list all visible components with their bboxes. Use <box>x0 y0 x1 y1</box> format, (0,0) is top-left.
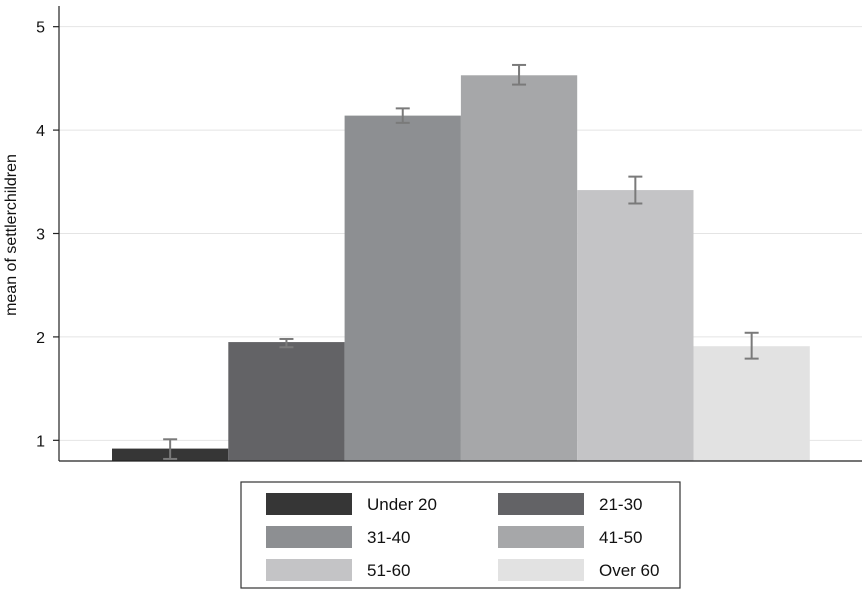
legend-label: 51-60 <box>367 561 410 580</box>
legend-label: Over 60 <box>599 561 659 580</box>
y-tick-label: 3 <box>36 227 45 244</box>
legend: Under 20 21-30 31-40 41-50 51-60 Over 60 <box>240 481 681 589</box>
legend-swatch <box>266 559 352 581</box>
error-bar <box>163 438 178 460</box>
error-bar <box>512 63 527 86</box>
error-bars <box>163 63 759 460</box>
legend-item: 21-30 <box>498 493 642 515</box>
error-bar <box>628 175 643 205</box>
y-axis-title: mean of settlerchildren <box>3 154 20 316</box>
legend-label: 31-40 <box>367 528 410 547</box>
legend-label: 41-50 <box>599 528 642 547</box>
legend-item: 41-50 <box>498 526 642 548</box>
y-tick-label: 1 <box>36 433 45 450</box>
legend-label: 21-30 <box>599 495 642 514</box>
legend-item: Over 60 <box>498 559 659 581</box>
bar-31-40 <box>344 115 461 461</box>
legend-item: 31-40 <box>266 526 410 548</box>
axes: 1 2 3 4 5 <box>36 6 862 462</box>
bar-21-30 <box>228 342 345 461</box>
legend-swatch <box>266 526 352 548</box>
legend-swatch <box>498 559 584 581</box>
y-tick-label: 2 <box>36 330 45 347</box>
error-bar <box>744 331 759 360</box>
legend-item: Under 20 <box>266 493 437 515</box>
bars <box>112 75 810 461</box>
legend-swatch <box>498 526 584 548</box>
error-bar <box>395 107 410 124</box>
legend-label: Under 20 <box>367 495 437 514</box>
legend-item: 51-60 <box>266 559 410 581</box>
error-bar <box>279 337 294 349</box>
y-tick-label: 4 <box>36 123 45 140</box>
legend-swatch <box>498 493 584 515</box>
bar-41-50 <box>460 75 578 461</box>
bar-51-60 <box>577 190 694 461</box>
y-tick-label: 5 <box>36 20 45 37</box>
legend-swatch <box>266 493 352 515</box>
bar-over-60 <box>693 346 810 461</box>
